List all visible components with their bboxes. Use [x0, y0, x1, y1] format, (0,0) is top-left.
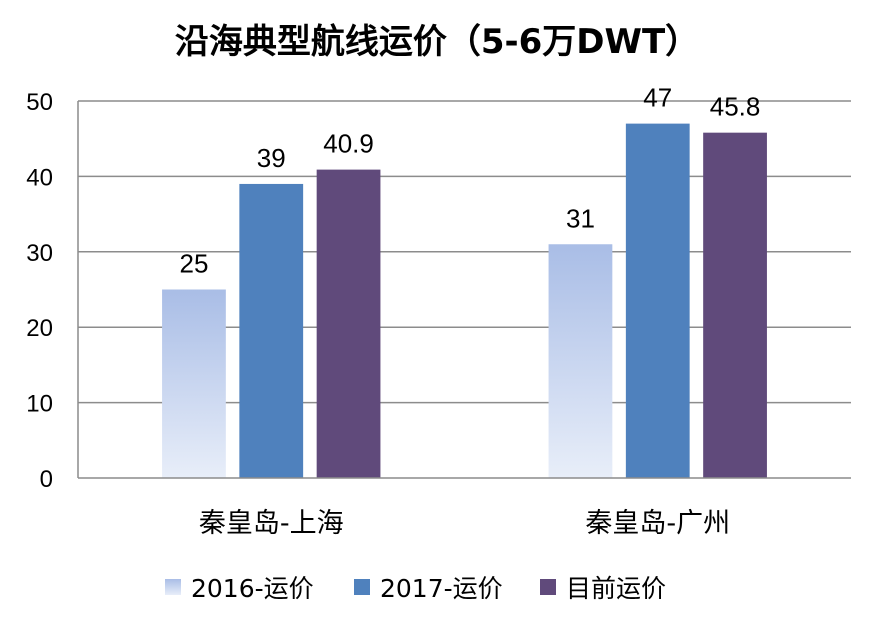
- data-labels: 25 39 40.9 31 47 45.8: [179, 83, 760, 279]
- y-tick-label: 50: [26, 89, 53, 116]
- y-tick-label: 30: [26, 240, 53, 267]
- data-label: 31: [566, 203, 595, 233]
- bar: [548, 244, 613, 478]
- y-tick-label: 20: [26, 315, 53, 342]
- data-label: 45.8: [710, 92, 761, 122]
- bar: [316, 169, 381, 478]
- y-tick-label: 10: [26, 391, 53, 418]
- data-label: 25: [179, 249, 208, 279]
- legend: 2016-运价 2017-运价 目前运价: [165, 574, 666, 603]
- bar: [703, 132, 767, 478]
- y-tick-label: 0: [40, 466, 53, 493]
- legend-label: 目前运价: [566, 574, 666, 603]
- data-label: 39: [257, 143, 286, 173]
- data-label: 40.9: [323, 129, 374, 159]
- legend-swatch: [540, 579, 556, 595]
- legend-swatch: [165, 579, 181, 595]
- x-axis-categories: 秦皇岛-上海 秦皇岛-广州: [199, 508, 730, 539]
- y-tick-label: 40: [26, 164, 53, 191]
- bar: [162, 289, 226, 478]
- y-axis-ticks: 0 10 20 30 40 50: [26, 89, 53, 493]
- legend-label: 2016-运价: [191, 574, 314, 603]
- bar: [239, 183, 304, 478]
- bars: [162, 123, 767, 479]
- legend-label: 2017-运价: [380, 574, 503, 603]
- x-category-label: 秦皇岛-上海: [199, 508, 344, 539]
- chart-title: 沿海典型航线运价（5-6万DWT）: [175, 22, 699, 62]
- legend-swatch: [354, 579, 370, 595]
- axes: [77, 101, 851, 479]
- data-label: 47: [643, 83, 672, 113]
- bar: [625, 123, 690, 479]
- x-category-label: 秦皇岛-广州: [585, 508, 730, 539]
